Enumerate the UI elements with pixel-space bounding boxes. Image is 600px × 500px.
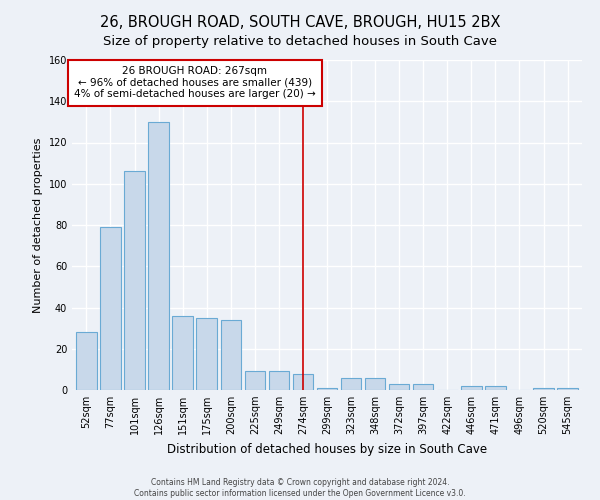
Bar <box>461 386 482 390</box>
Bar <box>389 384 409 390</box>
Bar <box>245 372 265 390</box>
Bar <box>317 388 337 390</box>
Text: 26 BROUGH ROAD: 267sqm
← 96% of detached houses are smaller (439)
4% of semi-det: 26 BROUGH ROAD: 267sqm ← 96% of detached… <box>74 66 316 100</box>
Bar <box>172 316 193 390</box>
Bar <box>76 332 97 390</box>
Bar <box>124 172 145 390</box>
X-axis label: Distribution of detached houses by size in South Cave: Distribution of detached houses by size … <box>167 442 487 456</box>
Bar <box>485 386 506 390</box>
Bar <box>100 227 121 390</box>
Bar <box>293 374 313 390</box>
Bar <box>341 378 361 390</box>
Text: 26, BROUGH ROAD, SOUTH CAVE, BROUGH, HU15 2BX: 26, BROUGH ROAD, SOUTH CAVE, BROUGH, HU1… <box>100 15 500 30</box>
Bar <box>533 388 554 390</box>
Bar <box>413 384 433 390</box>
Bar <box>365 378 385 390</box>
Text: Contains HM Land Registry data © Crown copyright and database right 2024.
Contai: Contains HM Land Registry data © Crown c… <box>134 478 466 498</box>
Bar <box>148 122 169 390</box>
Bar <box>221 320 241 390</box>
Bar <box>269 372 289 390</box>
Text: Size of property relative to detached houses in South Cave: Size of property relative to detached ho… <box>103 35 497 48</box>
Bar <box>557 388 578 390</box>
Bar <box>196 318 217 390</box>
Y-axis label: Number of detached properties: Number of detached properties <box>33 138 43 312</box>
